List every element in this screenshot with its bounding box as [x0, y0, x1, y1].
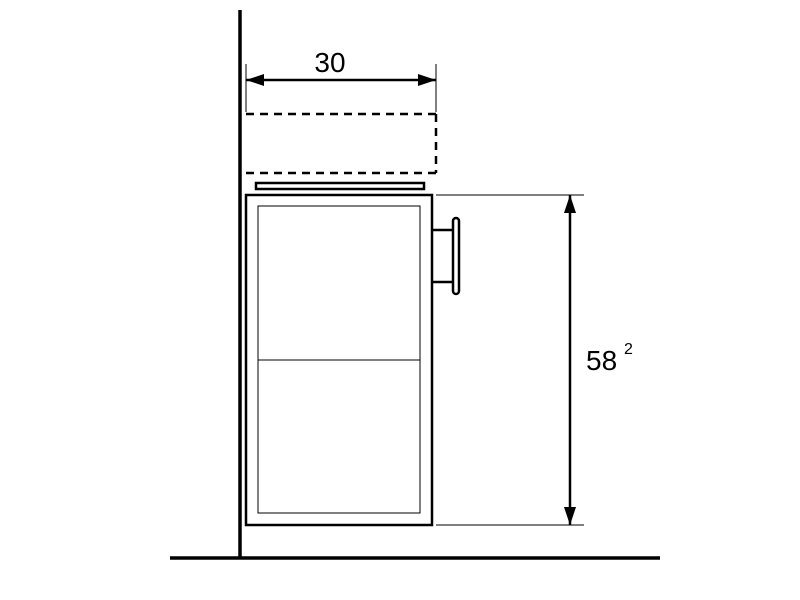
- technical-drawing: 30 58 2: [0, 0, 800, 600]
- handle-icon: [453, 218, 459, 294]
- dim-height-label: 58: [586, 345, 617, 376]
- dim-width-label: 30: [314, 47, 345, 78]
- dim-height-sup: 2: [624, 341, 633, 358]
- top-rail: [256, 183, 424, 189]
